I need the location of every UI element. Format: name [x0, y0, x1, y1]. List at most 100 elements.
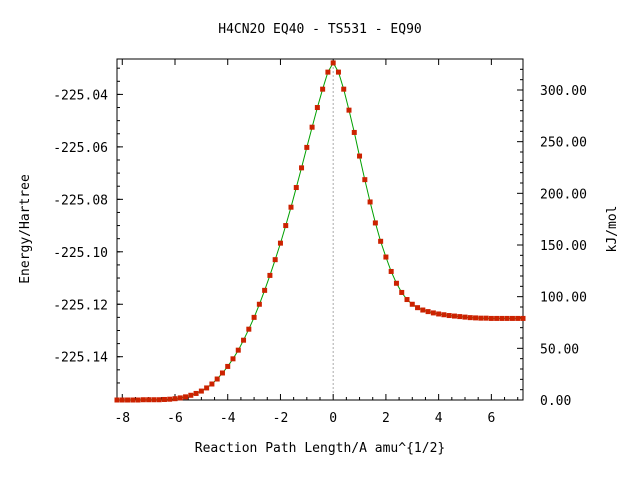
data-point	[156, 397, 162, 403]
data-point	[415, 305, 421, 311]
y2-axis-label: kJ/mol	[605, 206, 620, 253]
data-point	[299, 165, 305, 171]
data-point	[230, 356, 236, 362]
x-tick-label: 2	[382, 411, 390, 426]
data-point	[140, 397, 146, 403]
data-point	[478, 315, 484, 321]
x-axis-label: Reaction Path Length/A amu^{1/2}	[195, 441, 445, 456]
data-point	[235, 347, 241, 353]
data-point	[256, 301, 262, 307]
data-point	[451, 313, 457, 319]
data-point	[193, 390, 199, 396]
data-point	[151, 397, 157, 403]
x-tick-label: 0	[329, 411, 337, 426]
data-point	[473, 315, 479, 321]
data-point	[214, 376, 220, 382]
data-point	[362, 177, 368, 183]
data-point	[304, 144, 310, 150]
y2-tick-label: 300.00	[540, 84, 587, 99]
x-tick-label: -8	[114, 411, 130, 426]
data-point	[188, 392, 194, 398]
y-axis-label: Energy/Hartree	[18, 174, 33, 284]
data-point	[325, 69, 331, 75]
data-point	[177, 395, 183, 401]
data-point	[409, 301, 415, 307]
data-point	[135, 397, 141, 403]
data-point	[293, 185, 299, 191]
data-point	[388, 268, 394, 274]
y-tick-label: -225.06	[53, 141, 108, 156]
data-point	[283, 223, 289, 229]
y2-tick-label: 200.00	[540, 187, 587, 202]
y2-tick-label: 100.00	[540, 291, 587, 306]
data-point	[357, 153, 363, 159]
data-point	[125, 397, 131, 403]
data-point	[183, 394, 189, 400]
y-tick-label: -225.10	[53, 246, 108, 261]
data-point	[225, 363, 231, 369]
data-point	[494, 315, 500, 321]
data-point	[393, 280, 399, 286]
y2-tick-label: 250.00	[540, 136, 587, 151]
data-point	[399, 289, 405, 295]
data-point	[172, 396, 178, 402]
x-tick-label: -4	[220, 411, 236, 426]
data-point	[277, 240, 283, 246]
plot-frame	[116, 58, 524, 401]
data-point	[499, 315, 505, 321]
data-point	[383, 254, 389, 260]
data-point	[462, 314, 468, 320]
data-point	[378, 238, 384, 244]
y2-tick-label: 50.00	[540, 342, 579, 357]
data-point	[320, 86, 326, 92]
y-tick-label: -225.12	[53, 298, 108, 313]
data-point	[346, 107, 352, 113]
data-point	[219, 370, 225, 376]
data-point	[204, 385, 210, 391]
data-point	[114, 397, 120, 403]
data-point	[488, 315, 494, 321]
x-tick-label: 6	[487, 411, 495, 426]
x-tick-label: -2	[273, 411, 289, 426]
data-point	[314, 105, 320, 111]
data-point	[504, 315, 510, 321]
data-point	[404, 297, 410, 303]
data-point	[146, 397, 152, 403]
y-tick-label: -225.08	[53, 193, 108, 208]
data-point	[167, 396, 173, 402]
data-point	[130, 397, 136, 403]
data-point	[198, 388, 204, 394]
data-point	[161, 396, 167, 402]
data-point	[341, 86, 347, 92]
data-point	[251, 314, 257, 320]
chart-title: H4CN2O EQ40 - TS531 - EQ90	[218, 22, 422, 37]
data-point	[367, 199, 373, 205]
data-point	[262, 287, 268, 293]
x-tick-label: -6	[167, 411, 183, 426]
data-point	[119, 397, 125, 403]
data-point	[441, 312, 447, 318]
data-point	[515, 315, 521, 321]
data-point	[335, 69, 341, 75]
data-point	[483, 315, 489, 321]
energy-curve-line	[117, 61, 523, 401]
data-point	[446, 313, 452, 319]
x-tick-label: 4	[435, 411, 443, 426]
y-tick-label: -225.04	[53, 88, 108, 103]
data-point	[267, 272, 273, 278]
data-point	[436, 311, 442, 317]
y2-tick-label: 150.00	[540, 239, 587, 254]
data-point	[272, 257, 278, 263]
data-point	[467, 315, 473, 321]
axes: -8 -6 -4 -2 0 2 4 6 -225.04 -225.06 -225.08 -225.10…	[53, 59, 587, 426]
data-point	[246, 326, 252, 332]
data-point	[241, 337, 247, 343]
data-point	[209, 381, 215, 387]
data-point	[351, 129, 357, 135]
data-point	[430, 310, 436, 316]
data-point	[457, 314, 463, 320]
data-point	[372, 220, 378, 226]
data-point	[309, 124, 315, 130]
data-point	[425, 309, 431, 315]
